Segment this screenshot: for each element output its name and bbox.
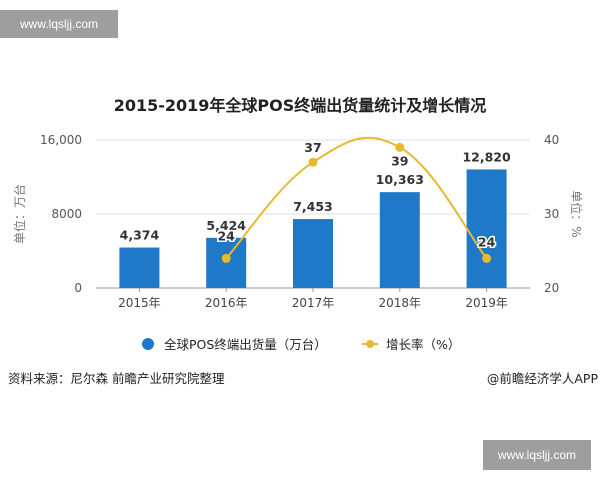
bar [293,219,333,288]
y-tick-right: 20 [544,281,559,295]
bar [379,192,420,288]
growth-point [221,253,231,263]
x-tick-label: 2016年 [205,296,248,310]
x-tick-label: 2017年 [292,296,335,310]
credit-note: @前瞻经济学人APP [486,371,598,386]
bar-data-label: 12,820 [462,149,511,164]
bar-data-label: 5,424 [206,218,246,233]
y-tick-left: 0 [74,281,82,295]
line-data-label: 24 [217,228,235,243]
source-note: 资料来源：尼尔森 前瞻产业研究院整理 [8,371,225,386]
bar-data-label: 7,453 [293,199,333,214]
bar-data-label: 10,363 [376,172,424,187]
growth-point [395,142,405,152]
y-tick-right: 40 [544,133,559,147]
legend-line-icon [362,338,378,350]
bar [466,169,507,288]
watermark-top-left: www.lqsljj.com [0,10,118,38]
legend-dot-icon [142,337,154,350]
y-tick-left: 8000 [51,207,82,221]
legend-label: 全球POS终端出货量（万台） [164,337,327,352]
y-axis-label-right: 单位：% [569,190,584,237]
legend-item-shipments[interactable]: 全球POS终端出货量（万台） [142,334,327,353]
chart-title: 2015-2019年全球POS终端出货量统计及增长情况 [113,96,487,115]
growth-point [482,253,492,263]
legend-label: 增长率（%） [386,337,461,352]
line-data-label: 39 [391,153,408,168]
x-tick-label: 2018年 [379,296,422,310]
y-axis-label-left: 单位：万台 [12,184,27,244]
y-tick-right: 30 [544,207,559,221]
x-tick-label: 2015年 [118,296,161,310]
line-data-label: 24 [478,234,496,249]
bar-data-label: 4,374 [120,228,160,243]
x-tick-label: 2019年 [465,296,508,310]
chart: 0 8000 16,000 20 30 40 单位：万台 单位：% 4,374 5,424 7,45… [12,133,584,310]
growth-point [308,157,318,167]
growth-line [225,136,488,260]
y-tick-left: 16,000 [40,133,82,147]
bar [119,247,160,288]
bar [206,237,247,288]
watermark-bottom-right: www.lqsljj.com [483,440,591,470]
line-data-label: 37 [304,140,321,155]
legend-item-growth[interactable]: 增长率（%） [362,334,460,353]
